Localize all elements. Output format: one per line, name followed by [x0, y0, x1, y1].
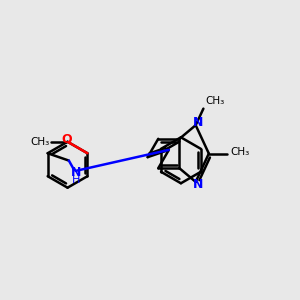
Text: N: N	[70, 167, 81, 179]
Text: CH₃: CH₃	[206, 96, 225, 106]
Text: N: N	[193, 178, 203, 191]
Text: CH₃: CH₃	[230, 147, 249, 157]
Text: CH₃: CH₃	[30, 137, 49, 147]
Text: N: N	[193, 116, 203, 129]
Text: O: O	[61, 133, 72, 146]
Text: H: H	[71, 175, 80, 185]
